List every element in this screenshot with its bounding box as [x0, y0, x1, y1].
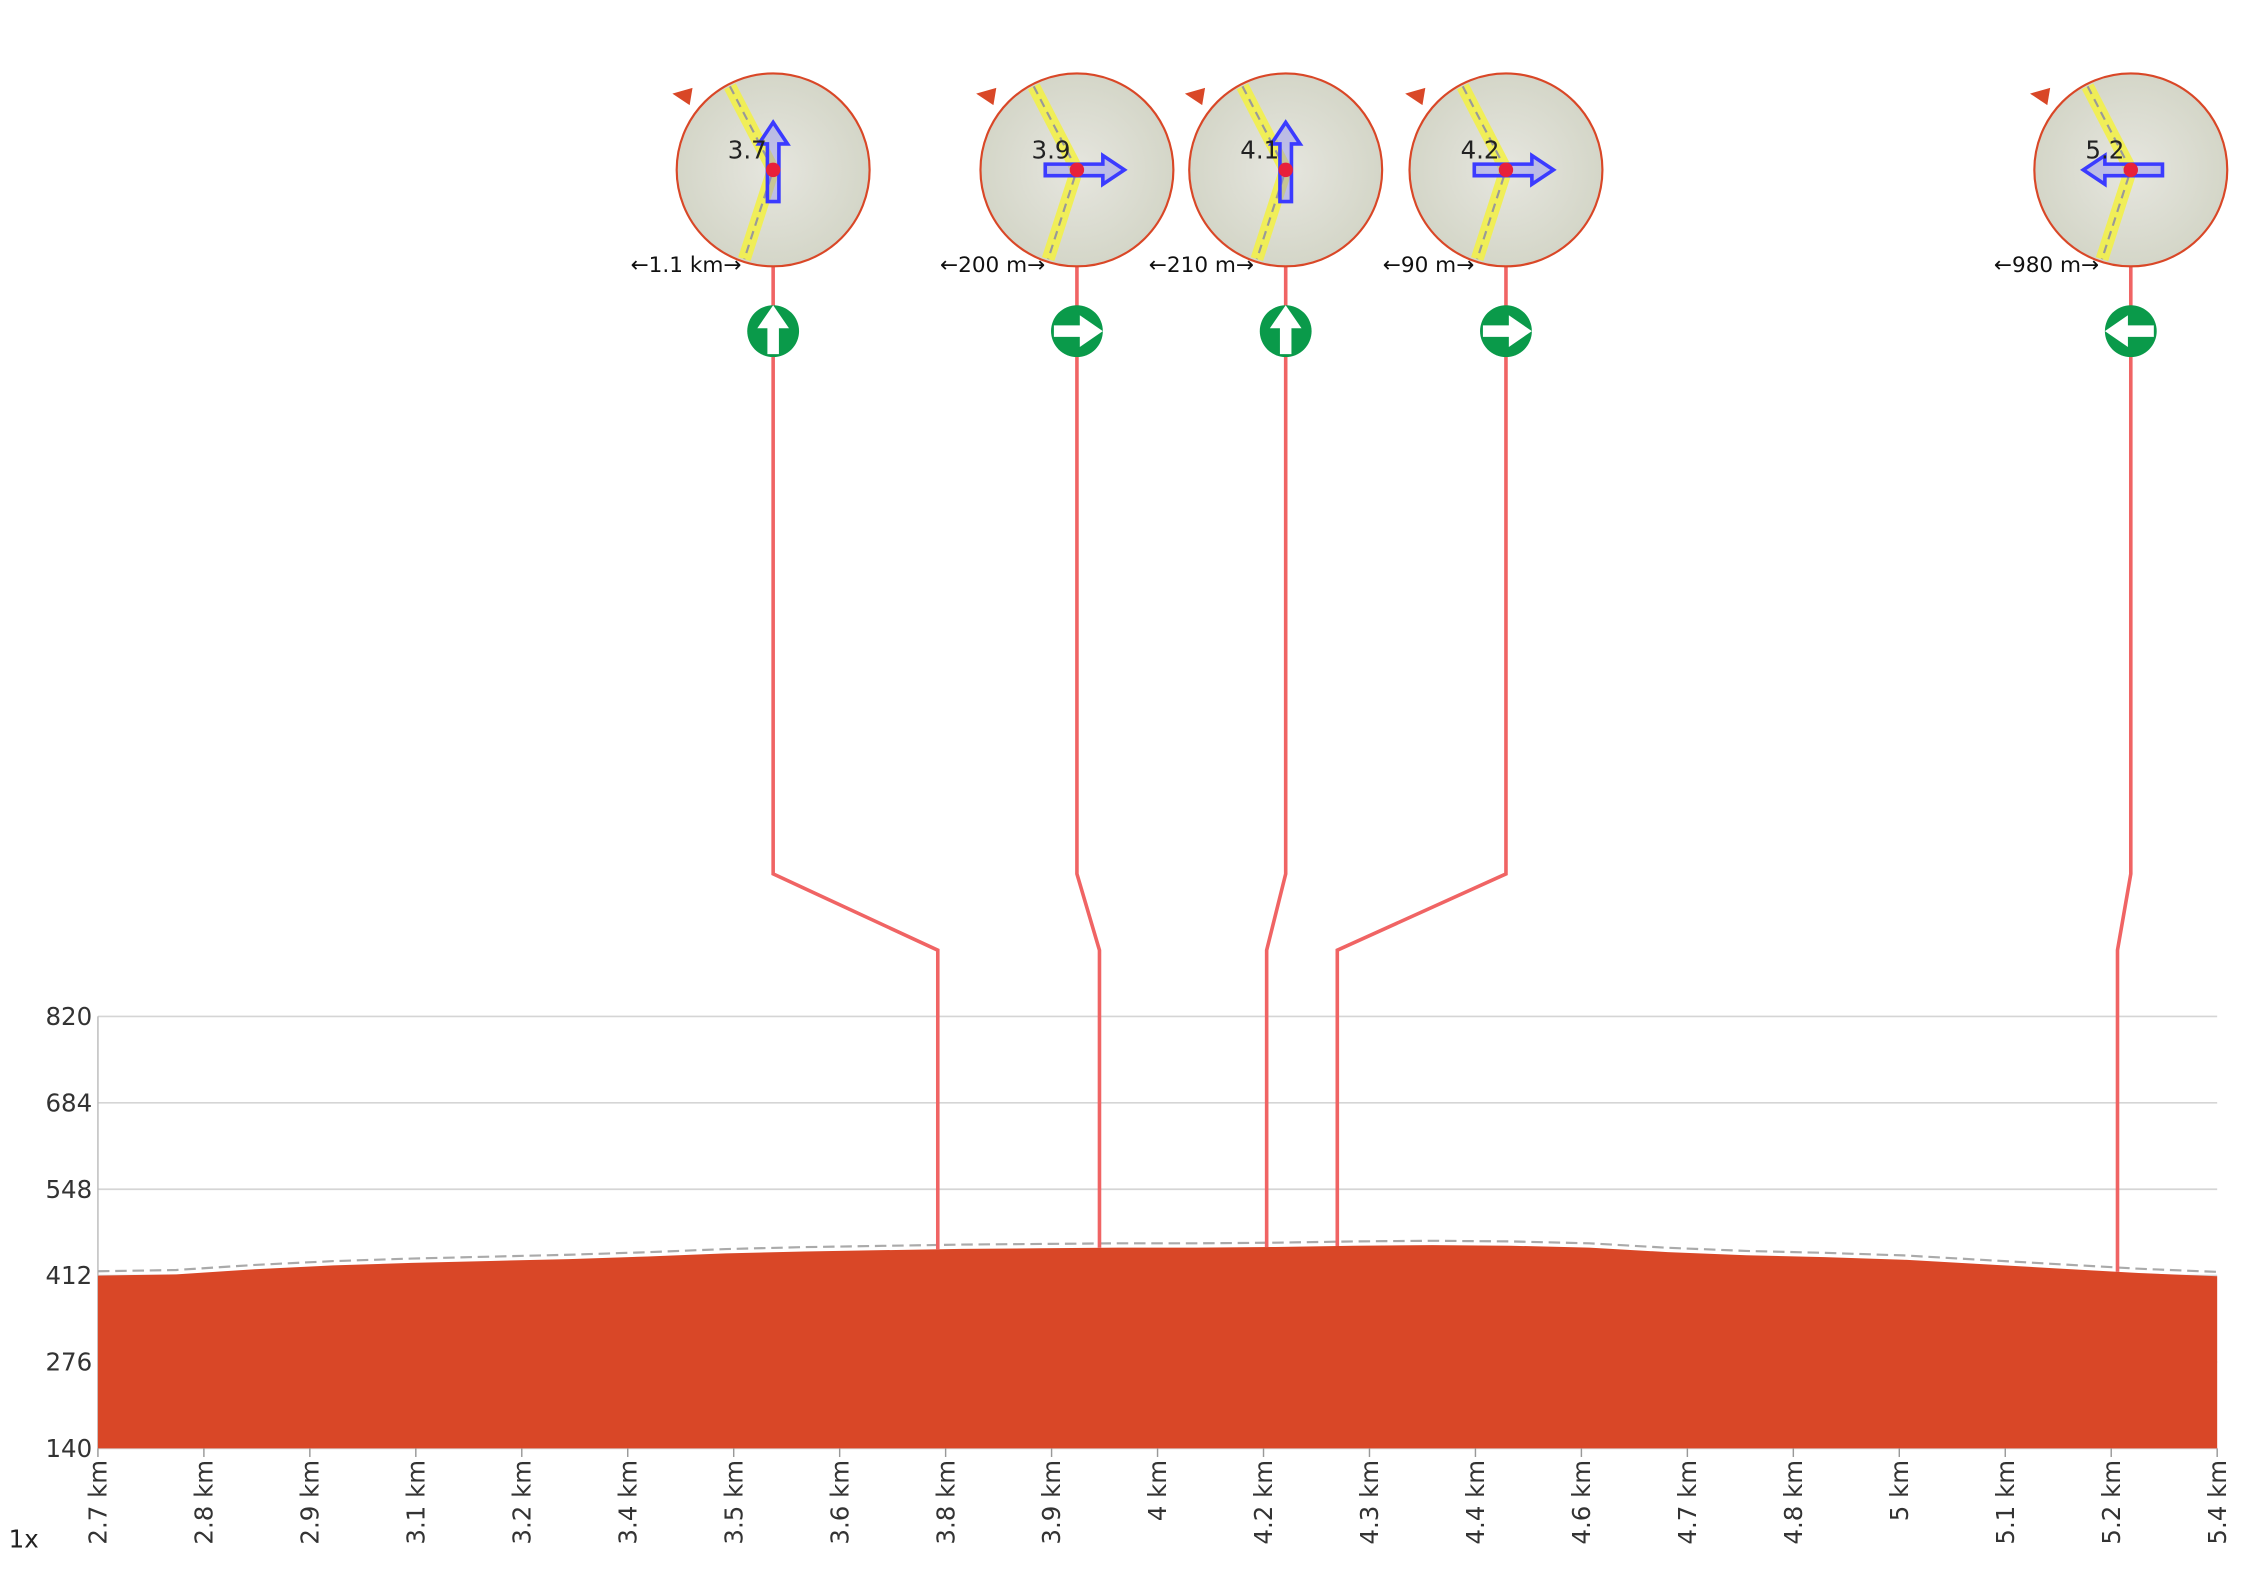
- leader-line: [1267, 353, 1286, 1247]
- leader-line: [773, 353, 938, 1250]
- y-tick-label: 548: [45, 1175, 92, 1204]
- waypoint-label: 4.2: [1461, 135, 1500, 164]
- x-tick-label: 2.8 km: [190, 1460, 219, 1545]
- y-tick-label: 820: [45, 1002, 92, 1031]
- x-tick-label: 4.6 km: [1567, 1460, 1596, 1545]
- x-tick-label: 5.1 km: [1991, 1460, 2020, 1545]
- x-tick-label: 3.8 km: [931, 1460, 960, 1545]
- leader-line: [1077, 353, 1100, 1248]
- north-marker: [2030, 88, 2050, 105]
- x-tick-label: 3.9 km: [1037, 1460, 1066, 1545]
- x-tick-label: 4.2 km: [1249, 1460, 1278, 1545]
- map-thumbnail: [2030, 73, 2227, 266]
- x-tick-label: 3.6 km: [825, 1460, 854, 1545]
- waypoint-label: 3.9: [1032, 135, 1071, 164]
- x-tick-label: 4.7 km: [1673, 1460, 1702, 1545]
- y-tick-label: 684: [45, 1088, 92, 1117]
- position-dot: [1278, 163, 1292, 177]
- waypoint-distance: ←200 m→: [940, 253, 1045, 278]
- x-tick-label: 5.4 km: [2203, 1460, 2232, 1545]
- position-dot: [766, 163, 780, 177]
- y-tick-label: 140: [45, 1434, 92, 1463]
- waypoint-distance: ←210 m→: [1149, 253, 1254, 278]
- waypoint-distance: ←980 m→: [1994, 253, 2099, 278]
- north-marker: [672, 88, 692, 105]
- x-tick-label: 5 km: [1885, 1460, 1914, 1521]
- x-tick-label: 4 km: [1143, 1460, 1172, 1521]
- x-tick-label: 4.3 km: [1355, 1460, 1384, 1545]
- zoom-label: 1x: [9, 1525, 39, 1554]
- position-dot: [1499, 163, 1513, 177]
- x-tick-label: 5.2 km: [2097, 1460, 2126, 1545]
- waypoint-label: 5.2: [2085, 135, 2124, 164]
- map-thumbnail: [672, 73, 869, 266]
- x-tick-label: 3.1 km: [401, 1460, 430, 1545]
- x-tick-label: 2.7 km: [84, 1460, 113, 1545]
- x-tick-label: 3.5 km: [719, 1460, 748, 1545]
- waypoint-distance: ←1.1 km→: [631, 253, 742, 278]
- leader-line: [2117, 353, 2130, 1272]
- position-dot: [1070, 163, 1084, 177]
- north-marker: [1185, 88, 1205, 105]
- position-dot: [2124, 163, 2138, 177]
- y-tick-label: 412: [45, 1261, 92, 1290]
- y-tick-label: 276: [45, 1348, 92, 1377]
- north-marker: [1405, 88, 1425, 105]
- map-thumbnail: [976, 73, 1173, 266]
- x-tick-label: 4.8 km: [1779, 1460, 1808, 1545]
- north-marker: [976, 88, 996, 105]
- leader-line: [1337, 353, 1506, 1246]
- page: {"chart_data": {"type": "elevation-profi…: [0, 0, 2246, 1588]
- x-tick-label: 4.4 km: [1461, 1460, 1490, 1545]
- waypoint-label: 4.1: [1240, 135, 1279, 164]
- waypoint-distance: ←90 m→: [1383, 253, 1474, 278]
- map-thumbnail: [1405, 73, 1602, 266]
- x-tick-label: 2.9 km: [295, 1460, 324, 1545]
- elevation-area: [98, 1245, 2217, 1448]
- chart: 1x 140 276 412 548 684 820 2.7 km 2.8 km 2.9 km 3…: [0, 0, 2246, 1588]
- map-thumbnail: [1185, 73, 1382, 266]
- x-tick-label: 3.4 km: [613, 1460, 642, 1545]
- x-tick-label: 3.2 km: [507, 1460, 536, 1545]
- waypoint-label: 3.7: [728, 135, 767, 164]
